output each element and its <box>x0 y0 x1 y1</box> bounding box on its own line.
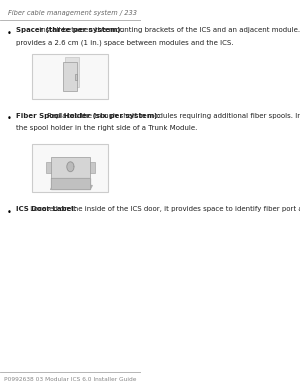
Text: provides a 2.6 cm (1 in.) space between modules and the ICS.: provides a 2.6 cm (1 in.) space between … <box>16 40 234 47</box>
FancyBboxPatch shape <box>63 62 77 91</box>
Text: ICS Door Label:: ICS Door Label: <box>16 206 77 212</box>
Text: •: • <box>7 29 12 38</box>
Text: Replaces the trough shelf in modules requiring additional fiber spools. Install: Replaces the trough shelf in modules req… <box>45 113 300 118</box>
Text: P0992638 03: P0992638 03 <box>4 377 43 382</box>
FancyBboxPatch shape <box>46 161 51 173</box>
Text: Fiber Spool Holder (six per system):: Fiber Spool Holder (six per system): <box>16 113 160 118</box>
FancyBboxPatch shape <box>32 54 108 99</box>
Polygon shape <box>67 162 74 171</box>
Text: •: • <box>7 114 12 123</box>
FancyBboxPatch shape <box>65 57 79 87</box>
Text: Modular ICS 6.0 Installer Guide: Modular ICS 6.0 Installer Guide <box>45 377 136 382</box>
Polygon shape <box>51 185 92 189</box>
Text: Located on the inside of the ICS door, it provides space to identify fiber port : Located on the inside of the ICS door, i… <box>28 206 300 212</box>
FancyBboxPatch shape <box>90 161 95 173</box>
FancyBboxPatch shape <box>51 157 90 178</box>
FancyBboxPatch shape <box>32 144 108 192</box>
FancyBboxPatch shape <box>75 74 77 80</box>
Text: Fiber cable management system / 233: Fiber cable management system / 233 <box>8 10 136 16</box>
Text: Spacer (three per system):: Spacer (three per system): <box>16 27 123 33</box>
Polygon shape <box>51 178 90 189</box>
Text: •: • <box>7 208 12 217</box>
Text: the spool holder in the right side of a Trunk Module.: the spool holder in the right side of a … <box>16 125 198 131</box>
Text: install between the mounting brackets of the ICS and an adjacent module. The Spa: install between the mounting brackets of… <box>37 27 300 33</box>
